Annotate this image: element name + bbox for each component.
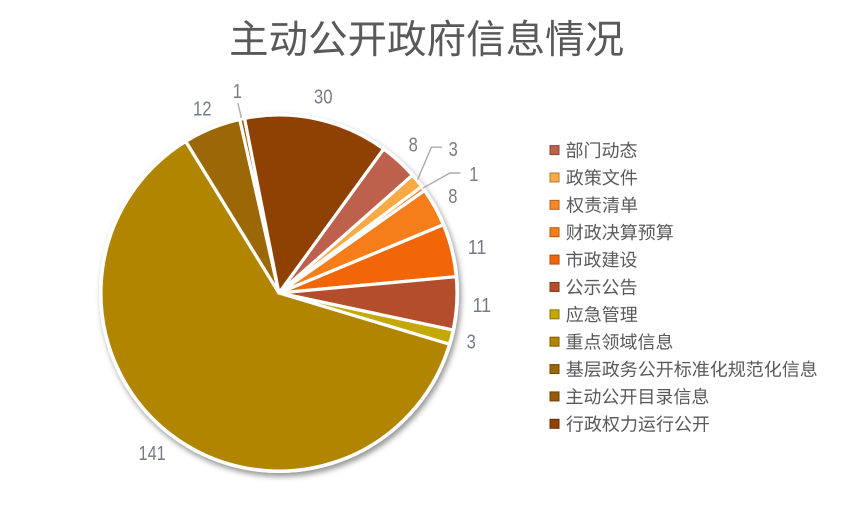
svg-text:1: 1 <box>469 163 478 186</box>
svg-text:1: 1 <box>233 80 242 103</box>
svg-text:11: 11 <box>473 294 492 317</box>
svg-text:12: 12 <box>193 98 212 121</box>
svg-text:3: 3 <box>449 138 458 161</box>
svg-text:8: 8 <box>448 185 457 208</box>
svg-text:3: 3 <box>467 330 476 353</box>
svg-text:8: 8 <box>409 133 418 156</box>
svg-text:141: 141 <box>139 442 166 465</box>
svg-text:30: 30 <box>314 86 333 109</box>
svg-text:11: 11 <box>468 236 487 259</box>
